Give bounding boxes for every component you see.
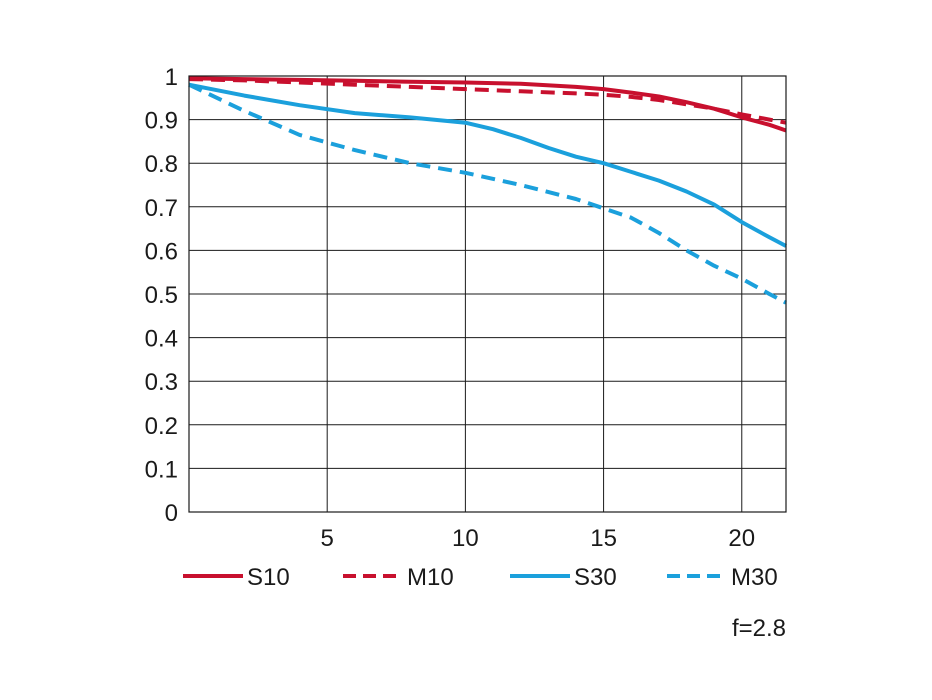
x-tick-label: 20 [728, 525, 755, 552]
grid-lines [189, 76, 786, 512]
plot-frame [188, 75, 787, 513]
series-line-m10 [188, 77, 787, 125]
y-tick-label: 0.3 [145, 369, 178, 396]
y-tick-label: 0.7 [145, 195, 178, 222]
legend: S10 M10 S30 M30 [183, 564, 778, 591]
legend-label-m10: M10 [407, 564, 454, 591]
y-tick-label: 0.2 [145, 413, 178, 440]
x-tick-label: 15 [590, 525, 617, 552]
x-tick-label: 5 [321, 525, 334, 552]
series-lines [188, 76, 787, 305]
series-line-s30 [188, 82, 787, 248]
y-tick-label: 0.9 [145, 108, 178, 135]
y-tick-labels: 0 0.1 0.2 0.3 0.4 0.5 0.6 0.7 0.8 0.9 1 [145, 64, 178, 527]
y-tick-label: 0 [165, 500, 178, 527]
x-tick-label: 10 [452, 525, 479, 552]
y-tick-label: 0.4 [145, 326, 178, 353]
x-tick-labels: 5 10 15 20 [321, 525, 756, 552]
y-tick-label: 0.6 [145, 238, 178, 265]
y-tick-label: 0.8 [145, 151, 178, 178]
series-line-m30 [188, 82, 787, 305]
aperture-annotation: f=2.8 [732, 615, 786, 642]
legend-label-m30: M30 [731, 564, 778, 591]
legend-label-s10: S10 [247, 564, 290, 591]
y-tick-label: 1 [165, 64, 178, 91]
legend-label-s30: S30 [574, 564, 617, 591]
y-tick-label: 0.5 [145, 282, 178, 309]
y-tick-label: 0.1 [145, 456, 178, 483]
